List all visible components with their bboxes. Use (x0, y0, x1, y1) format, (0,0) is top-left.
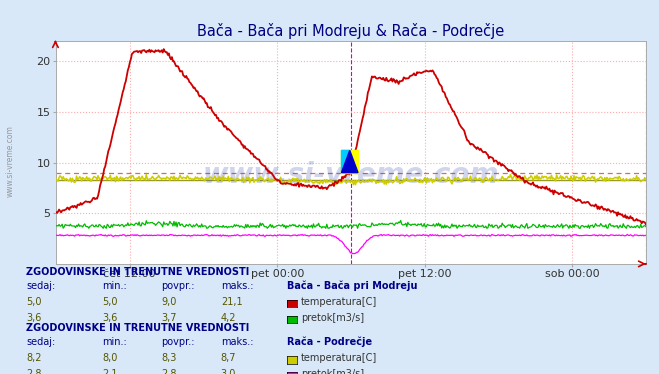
Text: maks.:: maks.: (221, 337, 253, 347)
Title: Bača - Bača pri Modreju & Rača - Podrečje: Bača - Bača pri Modreju & Rača - Podrečj… (197, 22, 505, 39)
Text: maks.:: maks.: (221, 281, 253, 291)
Bar (341, 150, 358, 173)
Text: povpr.:: povpr.: (161, 281, 195, 291)
Text: 3,0: 3,0 (221, 369, 236, 374)
Text: ZGODOVINSKE IN TRENUTNE VREDNOSTI: ZGODOVINSKE IN TRENUTNE VREDNOSTI (26, 323, 250, 333)
Text: povpr.:: povpr.: (161, 337, 195, 347)
Text: www.si-vreme.com: www.si-vreme.com (5, 125, 14, 197)
Text: 5,0: 5,0 (102, 297, 118, 307)
Text: 8,0: 8,0 (102, 353, 117, 363)
Text: 8,7: 8,7 (221, 353, 237, 363)
Text: min.:: min.: (102, 337, 127, 347)
Text: 8,3: 8,3 (161, 353, 177, 363)
Text: 2,8: 2,8 (26, 369, 42, 374)
Text: temperatura[C]: temperatura[C] (301, 353, 378, 363)
Text: 2,8: 2,8 (161, 369, 177, 374)
Text: 3,6: 3,6 (26, 313, 42, 322)
Text: 21,1: 21,1 (221, 297, 243, 307)
Text: pretok[m3/s]: pretok[m3/s] (301, 369, 364, 374)
Text: 2,1: 2,1 (102, 369, 118, 374)
Text: 3,6: 3,6 (102, 313, 117, 322)
Text: 5,0: 5,0 (26, 297, 42, 307)
Text: 8,2: 8,2 (26, 353, 42, 363)
Text: www.si-vreme.com: www.si-vreme.com (203, 161, 499, 188)
Polygon shape (341, 150, 350, 173)
Text: 9,0: 9,0 (161, 297, 177, 307)
Text: 4,2: 4,2 (221, 313, 237, 322)
Text: 3,7: 3,7 (161, 313, 177, 322)
Text: pretok[m3/s]: pretok[m3/s] (301, 313, 364, 322)
Polygon shape (341, 150, 358, 173)
Text: min.:: min.: (102, 281, 127, 291)
Text: sedaj:: sedaj: (26, 337, 55, 347)
Text: temperatura[C]: temperatura[C] (301, 297, 378, 307)
Text: sedaj:: sedaj: (26, 281, 55, 291)
Text: Bača - Bača pri Modreju: Bača - Bača pri Modreju (287, 280, 417, 291)
Text: ZGODOVINSKE IN TRENUTNE VREDNOSTI: ZGODOVINSKE IN TRENUTNE VREDNOSTI (26, 267, 250, 277)
Text: Rača - Podrečje: Rača - Podrečje (287, 337, 372, 347)
